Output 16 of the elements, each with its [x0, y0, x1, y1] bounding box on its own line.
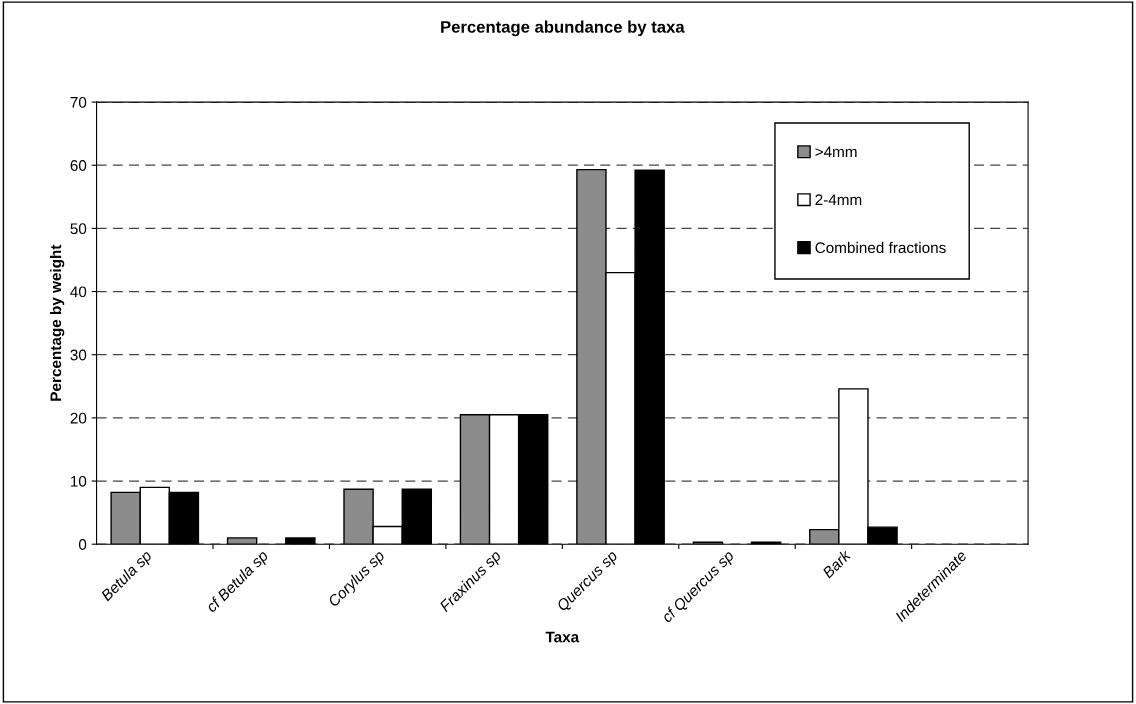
legend-label: Combined fractions [815, 241, 946, 254]
bar [285, 537, 316, 545]
y-tick-label: 70 [70, 96, 87, 108]
y-tick-label: 40 [70, 286, 87, 298]
y-tick-label: 0 [78, 539, 87, 550]
x-axis-title: Taxa [545, 631, 580, 643]
y-tick-label: 30 [70, 349, 87, 361]
legend-label: 2-4mm [815, 194, 862, 205]
y-axis-title: Percentage by weight [49, 244, 65, 401]
y-tick-label: 60 [70, 160, 87, 171]
y-tick-label: 50 [70, 223, 87, 235]
chart-title: Percentage abundance by taxa [441, 20, 685, 37]
legend-label: >4mm [815, 146, 857, 158]
y-tick-label: 20 [70, 412, 87, 424]
bar [226, 537, 258, 545]
y-tick-label: 10 [71, 475, 87, 487]
